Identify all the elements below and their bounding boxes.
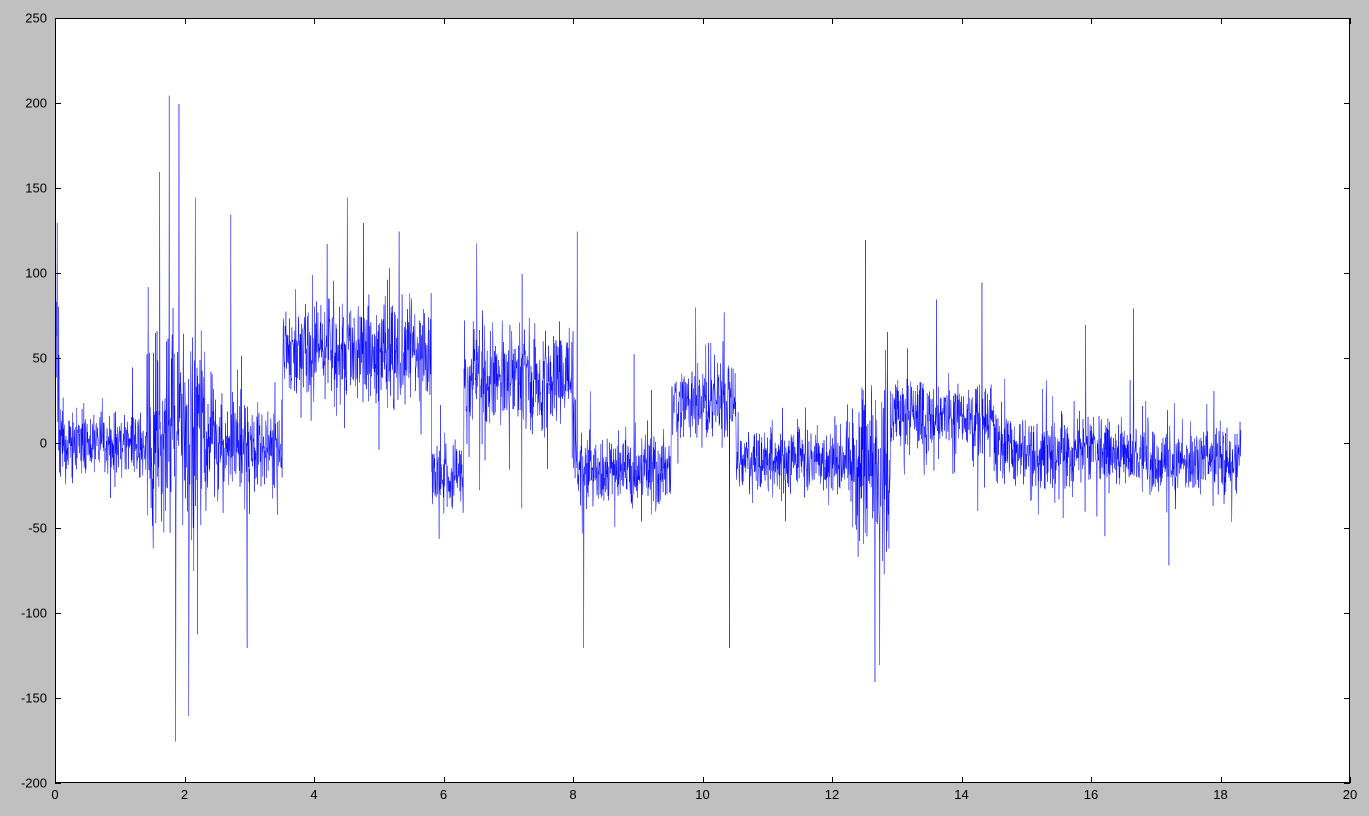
x-tick-mark-top (55, 18, 56, 24)
x-tick-mark-top (1221, 18, 1222, 24)
x-tick-label: 16 (1084, 787, 1098, 802)
x-tick-mark-top (962, 18, 963, 24)
x-tick-label: 14 (954, 787, 968, 802)
x-tick-mark (703, 777, 704, 783)
y-tick-label: 150 (0, 181, 47, 196)
y-tick-mark-right (1344, 188, 1350, 189)
y-tick-mark-right (1344, 698, 1350, 699)
y-tick-mark-right (1344, 273, 1350, 274)
y-tick-label: 50 (0, 351, 47, 366)
x-tick-label: 2 (181, 787, 188, 802)
y-tick-mark (55, 698, 61, 699)
x-tick-mark (832, 777, 833, 783)
y-tick-mark-right (1344, 613, 1350, 614)
plot-area (55, 18, 1350, 783)
signal-plot (56, 19, 1351, 784)
y-tick-label: 250 (0, 11, 47, 26)
x-tick-mark (55, 777, 56, 783)
x-tick-label: 8 (569, 787, 576, 802)
x-tick-label: 18 (1213, 787, 1227, 802)
x-tick-label: 0 (51, 787, 58, 802)
y-tick-mark (55, 358, 61, 359)
y-tick-mark-right (1344, 443, 1350, 444)
x-tick-mark-top (1350, 18, 1351, 24)
x-tick-mark-top (185, 18, 186, 24)
y-tick-mark (55, 443, 61, 444)
x-tick-mark-top (1091, 18, 1092, 24)
x-tick-label: 6 (440, 787, 447, 802)
x-tick-label: 4 (310, 787, 317, 802)
y-tick-label: 100 (0, 266, 47, 281)
y-tick-mark-right (1344, 783, 1350, 784)
y-tick-label: -150 (0, 691, 47, 706)
y-tick-mark-right (1344, 358, 1350, 359)
y-tick-mark (55, 188, 61, 189)
signal-line (56, 96, 1241, 742)
y-tick-mark (55, 273, 61, 274)
y-tick-label: -50 (0, 521, 47, 536)
x-tick-mark-top (832, 18, 833, 24)
x-tick-mark (1350, 777, 1351, 783)
x-tick-mark (1221, 777, 1222, 783)
y-tick-label: 0 (0, 436, 47, 451)
x-tick-label: 12 (825, 787, 839, 802)
x-tick-mark (444, 777, 445, 783)
x-tick-mark (962, 777, 963, 783)
y-tick-mark (55, 528, 61, 529)
chart-container: -200 -150 -100 -50 0 50 100 150 200 250 0 2 4 6 8 10 12 1… (0, 0, 1369, 816)
x-tick-mark-top (314, 18, 315, 24)
x-tick-label: 10 (695, 787, 709, 802)
x-tick-mark (185, 777, 186, 783)
y-tick-mark (55, 613, 61, 614)
y-tick-label: 200 (0, 96, 47, 111)
x-tick-mark-top (703, 18, 704, 24)
x-tick-label: 20 (1343, 787, 1357, 802)
x-tick-mark (314, 777, 315, 783)
y-tick-mark-right (1344, 103, 1350, 104)
x-tick-mark (1091, 777, 1092, 783)
y-tick-mark (55, 783, 61, 784)
y-tick-label: -100 (0, 606, 47, 621)
y-tick-mark (55, 103, 61, 104)
x-tick-mark (573, 777, 574, 783)
x-tick-mark-top (444, 18, 445, 24)
y-tick-mark-right (1344, 528, 1350, 529)
y-tick-label: -200 (0, 776, 47, 791)
x-tick-mark-top (573, 18, 574, 24)
